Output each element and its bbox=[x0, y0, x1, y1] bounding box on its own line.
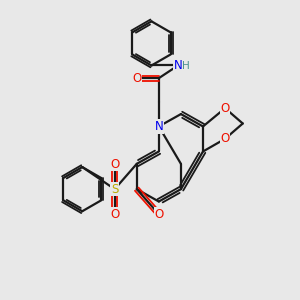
Text: N: N bbox=[174, 59, 182, 72]
Text: O: O bbox=[132, 72, 141, 85]
Text: H: H bbox=[182, 61, 190, 71]
Text: O: O bbox=[220, 102, 230, 115]
Text: S: S bbox=[111, 183, 118, 196]
Text: O: O bbox=[154, 208, 164, 221]
Text: O: O bbox=[110, 158, 119, 171]
Text: O: O bbox=[110, 208, 119, 221]
Text: O: O bbox=[220, 132, 230, 145]
Text: N: N bbox=[154, 120, 163, 133]
